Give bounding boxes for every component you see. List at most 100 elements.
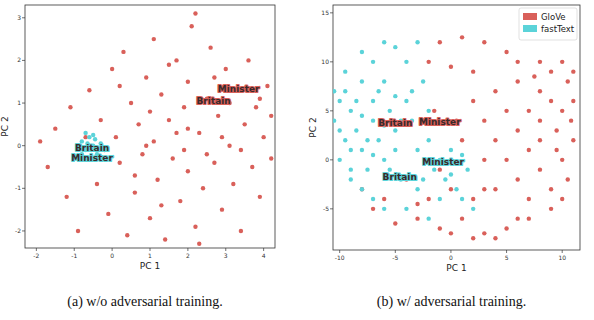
legend-swatch	[523, 25, 537, 32]
point	[93, 137, 97, 141]
point	[152, 139, 156, 143]
point	[415, 148, 419, 152]
point	[258, 97, 262, 101]
point	[493, 236, 497, 240]
annotation: Britain	[383, 172, 417, 182]
point	[449, 172, 453, 176]
point	[460, 216, 464, 220]
x-tick	[339, 250, 340, 253]
point	[393, 221, 397, 225]
point	[258, 195, 262, 199]
x-tick	[74, 248, 75, 251]
point	[482, 158, 486, 162]
x-tick	[395, 250, 396, 253]
point	[410, 89, 414, 93]
point	[261, 135, 265, 139]
point	[333, 89, 336, 93]
point	[471, 236, 475, 240]
point	[527, 197, 531, 201]
x-tick	[150, 248, 151, 251]
point	[382, 197, 386, 201]
point	[388, 167, 392, 171]
point	[171, 156, 175, 160]
x-tick-label: 1	[148, 252, 152, 259]
x-tick	[225, 248, 226, 251]
legend-label: GloVe	[541, 12, 566, 22]
point	[538, 60, 542, 64]
point	[371, 153, 375, 157]
y-tick	[22, 188, 25, 189]
point	[365, 167, 369, 171]
plot-frame	[333, 5, 580, 250]
legend: GloVe fastText	[519, 8, 577, 40]
point	[549, 207, 553, 211]
point	[136, 122, 140, 126]
point	[571, 138, 575, 142]
point	[527, 148, 531, 152]
point	[426, 109, 430, 113]
annotation: Minister	[218, 84, 260, 94]
y-tick-label: 0	[325, 156, 329, 163]
point	[193, 224, 197, 228]
point	[443, 177, 447, 181]
point	[515, 177, 519, 181]
y-tick-label: 10	[321, 58, 329, 65]
point	[208, 45, 212, 49]
point	[482, 231, 486, 235]
point	[53, 126, 57, 130]
point	[360, 50, 364, 54]
x-tick-label: 4	[262, 252, 266, 259]
point	[415, 40, 419, 44]
point	[140, 152, 144, 156]
point	[201, 186, 205, 190]
point	[365, 138, 369, 142]
legend-label: fastText	[541, 24, 575, 34]
x-tick	[562, 250, 563, 253]
point	[527, 109, 531, 113]
y-tick	[330, 110, 333, 111]
point	[549, 187, 553, 191]
point	[91, 133, 95, 137]
point	[163, 237, 167, 241]
x-tick-label: -2	[33, 252, 39, 259]
point	[432, 167, 436, 171]
point	[354, 99, 358, 103]
y-tick	[22, 17, 25, 18]
point	[566, 177, 570, 181]
point	[174, 58, 178, 62]
x-axis-label: PC 1	[140, 261, 160, 271]
point	[182, 148, 186, 152]
point	[76, 229, 80, 233]
x-tick-label: 10	[558, 254, 566, 261]
point	[197, 131, 201, 135]
x-tick-label: -1	[71, 252, 77, 259]
point	[426, 138, 430, 142]
y-tick	[330, 208, 333, 209]
point	[371, 60, 375, 64]
point	[333, 118, 336, 122]
point	[144, 75, 148, 79]
point	[493, 89, 497, 93]
point	[504, 158, 508, 162]
point	[426, 216, 430, 220]
point	[538, 167, 542, 171]
point	[148, 216, 152, 220]
point	[449, 148, 453, 152]
point	[415, 216, 419, 220]
point	[438, 40, 442, 44]
point	[212, 75, 216, 79]
point	[471, 207, 475, 211]
point	[493, 138, 497, 142]
point	[538, 118, 542, 122]
x-tick	[263, 248, 264, 251]
y-tick-label: -5	[323, 205, 329, 212]
point	[349, 109, 353, 113]
y-tick	[22, 145, 25, 146]
point	[571, 69, 575, 73]
point	[449, 231, 453, 235]
point	[167, 118, 171, 122]
point	[449, 65, 453, 69]
point	[371, 118, 375, 122]
point	[125, 233, 129, 237]
y-tick	[22, 103, 25, 104]
